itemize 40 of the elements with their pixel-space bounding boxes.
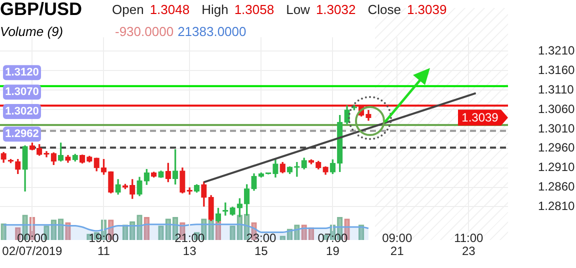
x-tick-label: 21:00 13 [174,231,205,258]
annotation: 21383.0000 [178,24,246,39]
text: Low [286,2,310,17]
bar [0,224,6,240]
annotation: 1.3039 [462,110,499,124]
bar [136,214,142,240]
y-tick-label: 1.2860 [538,180,576,194]
chart-title: GBP/USD [0,0,82,20]
bar [230,226,236,240]
ref-line-label: 1.2962 [5,128,39,140]
x-tick-label: 19:00 11 [88,231,120,258]
ref-line-label: 1.3020 [5,106,39,118]
chart-title: Volume (9) [0,24,64,39]
x-tick-label: 23:00 15 [246,231,276,258]
text: Close [368,2,401,17]
y-tick-label: 1.3210 [538,44,576,58]
bar [122,224,128,240]
text: High [202,2,228,17]
ref-line-label: 1.3120 [5,66,39,79]
x-tick-label: 11:00 23 [454,231,484,258]
text: 1.3032 [316,2,356,17]
y-tick-label: 1.2810 [538,199,576,214]
text: 1.3039 [406,2,447,17]
bar [158,226,164,240]
text: Open [112,2,144,17]
y-tick-label: 1.3060 [538,102,576,116]
x-tick-label: 07:00 19 [318,231,348,258]
candlestick [294,162,300,177]
y-tick-label: 1.3010 [538,121,576,136]
bar [65,222,71,240]
y-tick-label: 1.3110 [538,82,574,96]
x-tick-label: 00:00 02/07/2019 [2,231,63,258]
y-tick-label: 1.2960 [538,140,576,155]
x-tick-label: 09:00 21 [382,231,412,258]
text: 1.3058 [234,2,274,17]
y-tick-label: 1.2910 [538,160,576,174]
ref-line-label: 1.3070 [5,86,39,98]
y-tick-label: 1.3160 [538,62,576,77]
text: 1.3048 [150,2,190,17]
annotation: -930.0000 [115,24,174,39]
